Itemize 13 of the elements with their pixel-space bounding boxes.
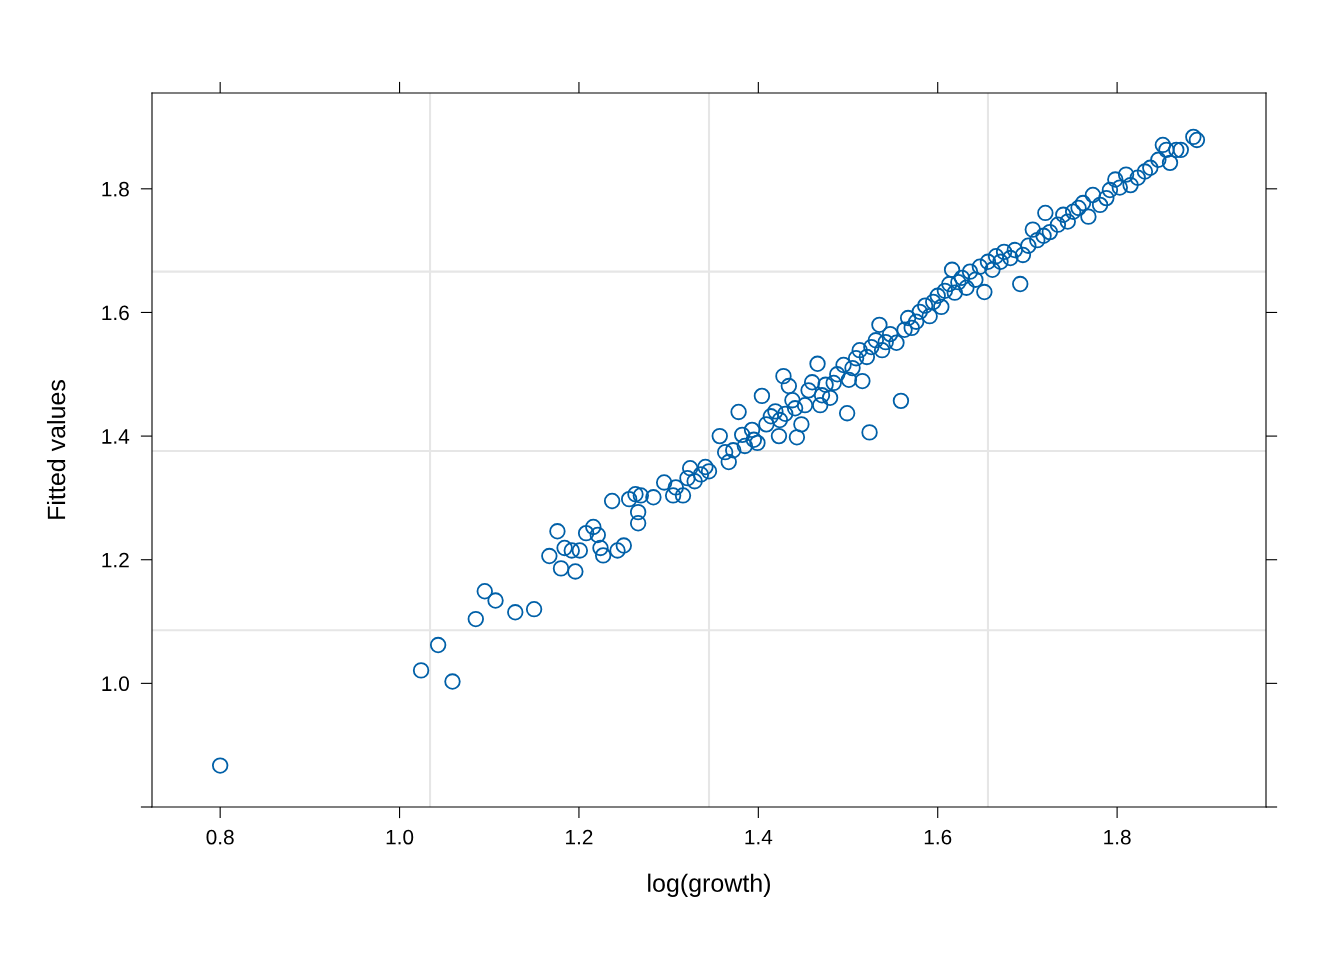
x-axis-title: log(growth) (648, 873, 770, 897)
y-tick-label: 1.2 (102, 552, 129, 568)
y-axis-title: Fitted values (46, 380, 66, 519)
x-tick-label: 0.8 (206, 829, 234, 845)
y-tick-label: 1.6 (102, 305, 129, 321)
x-tick-label: 1.6 (924, 829, 952, 845)
x-tick-label: 1.0 (386, 829, 414, 845)
y-tick-label: 1.8 (102, 181, 129, 197)
y-tick-label: 1.4 (102, 429, 130, 444)
x-tick-label: 1.2 (566, 829, 593, 845)
x-tick-label: 1.8 (1104, 829, 1131, 845)
x-tick-label: 1.4 (745, 829, 773, 845)
y-tick-label: 1.0 (102, 676, 129, 692)
